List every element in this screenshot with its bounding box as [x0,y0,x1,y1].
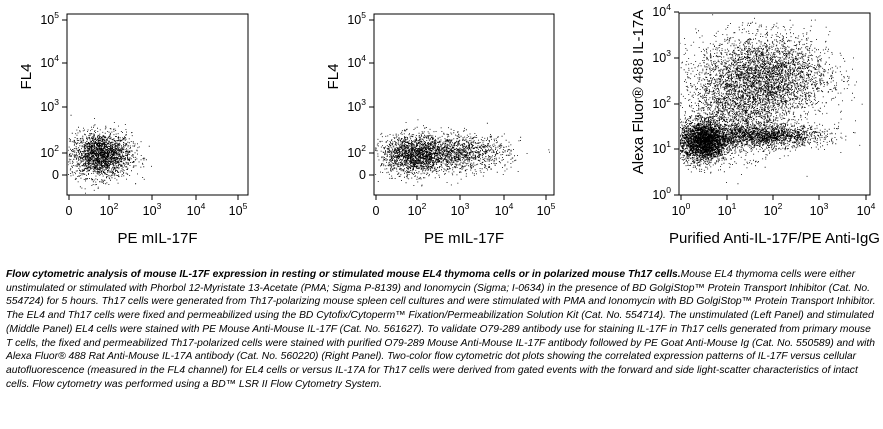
event-dots [375,119,550,187]
dot-plot-right: 100 101 102 103 104 100 101 102 103 104 Purified A… [630,2,880,247]
event-points [680,98,743,174]
x-tick-label: 102 [408,201,427,218]
caption-title: Flow cytometric analysis of mouse IL-17F… [6,269,681,280]
x-tick-label: 103 [451,201,470,218]
population-1 [680,98,743,174]
x-tick-label: 103 [143,201,162,218]
x-tick-label: 105 [229,201,248,218]
x-tick-label: 105 [537,201,556,218]
event-dots [680,14,863,185]
y-tick-label: 104 [347,53,366,70]
event-points [680,14,863,142]
y-tick-label: 101 [652,139,671,156]
x-tick-label: 103 [810,201,829,218]
y-tick-label: 103 [652,48,671,65]
y-tick-label: 102 [347,143,366,160]
y-tick-label: 0 [359,168,366,182]
dot-plot-left: 0 102 103 104 105 0 102 103 104 105 PE mIL-17F FL4 [18,10,249,247]
y-tick-label: 103 [40,97,59,114]
x-axis-title: PE mIL-17F [117,230,197,247]
y-tick-label: 100 [652,185,671,202]
y-tick-label: 0 [52,168,59,182]
x-tick-label: 102 [764,201,783,218]
y-tick-label: 102 [40,143,59,160]
population-2 [680,118,861,155]
x-axis-title: Purified Anti-IL-17F/PE Anti-IgG [669,230,880,247]
event-dots [68,114,152,194]
event-points [375,119,479,187]
event-points [68,114,152,194]
x-tick-label: 104 [495,201,514,218]
x-tick-label: 104 [857,201,876,218]
y-tick-label: 102 [652,94,671,111]
y-axis-title: Alexa Fluor® 488 IL-17A [630,10,647,174]
y-tick-label: 103 [347,97,366,114]
x-tick-label: 100 [672,201,691,218]
population-1 [68,114,152,194]
event-points [680,118,861,155]
y-axis-title: FL4 [325,64,342,90]
y-tick-label: 104 [652,2,671,19]
population-3 [680,14,863,142]
y-tick-label: 104 [40,53,59,70]
x-tick-label: 0 [66,204,73,218]
event-points [680,51,856,185]
plot-frame [373,13,555,196]
x-tick-label: 104 [187,201,206,218]
x-tick-label: 102 [100,201,119,218]
population-1 [375,119,479,187]
dot-plot-middle: 0 102 103 104 105 0 102 103 104 105 PE mIL-17F FL4 [325,10,556,247]
x-axis-title: PE mIL-17F [424,230,504,247]
plot-frame [66,13,249,196]
x-tick-label: 0 [373,204,380,218]
population-4 [680,51,856,185]
figure-caption: Flow cytometric analysis of mouse IL-17F… [6,268,878,391]
y-tick-label: 105 [347,10,366,27]
y-axis-title: FL4 [18,64,35,90]
x-tick-label: 101 [718,201,737,218]
y-tick-label: 105 [40,10,59,27]
caption-body: Mouse EL4 thymoma cells were either unst… [6,269,876,390]
